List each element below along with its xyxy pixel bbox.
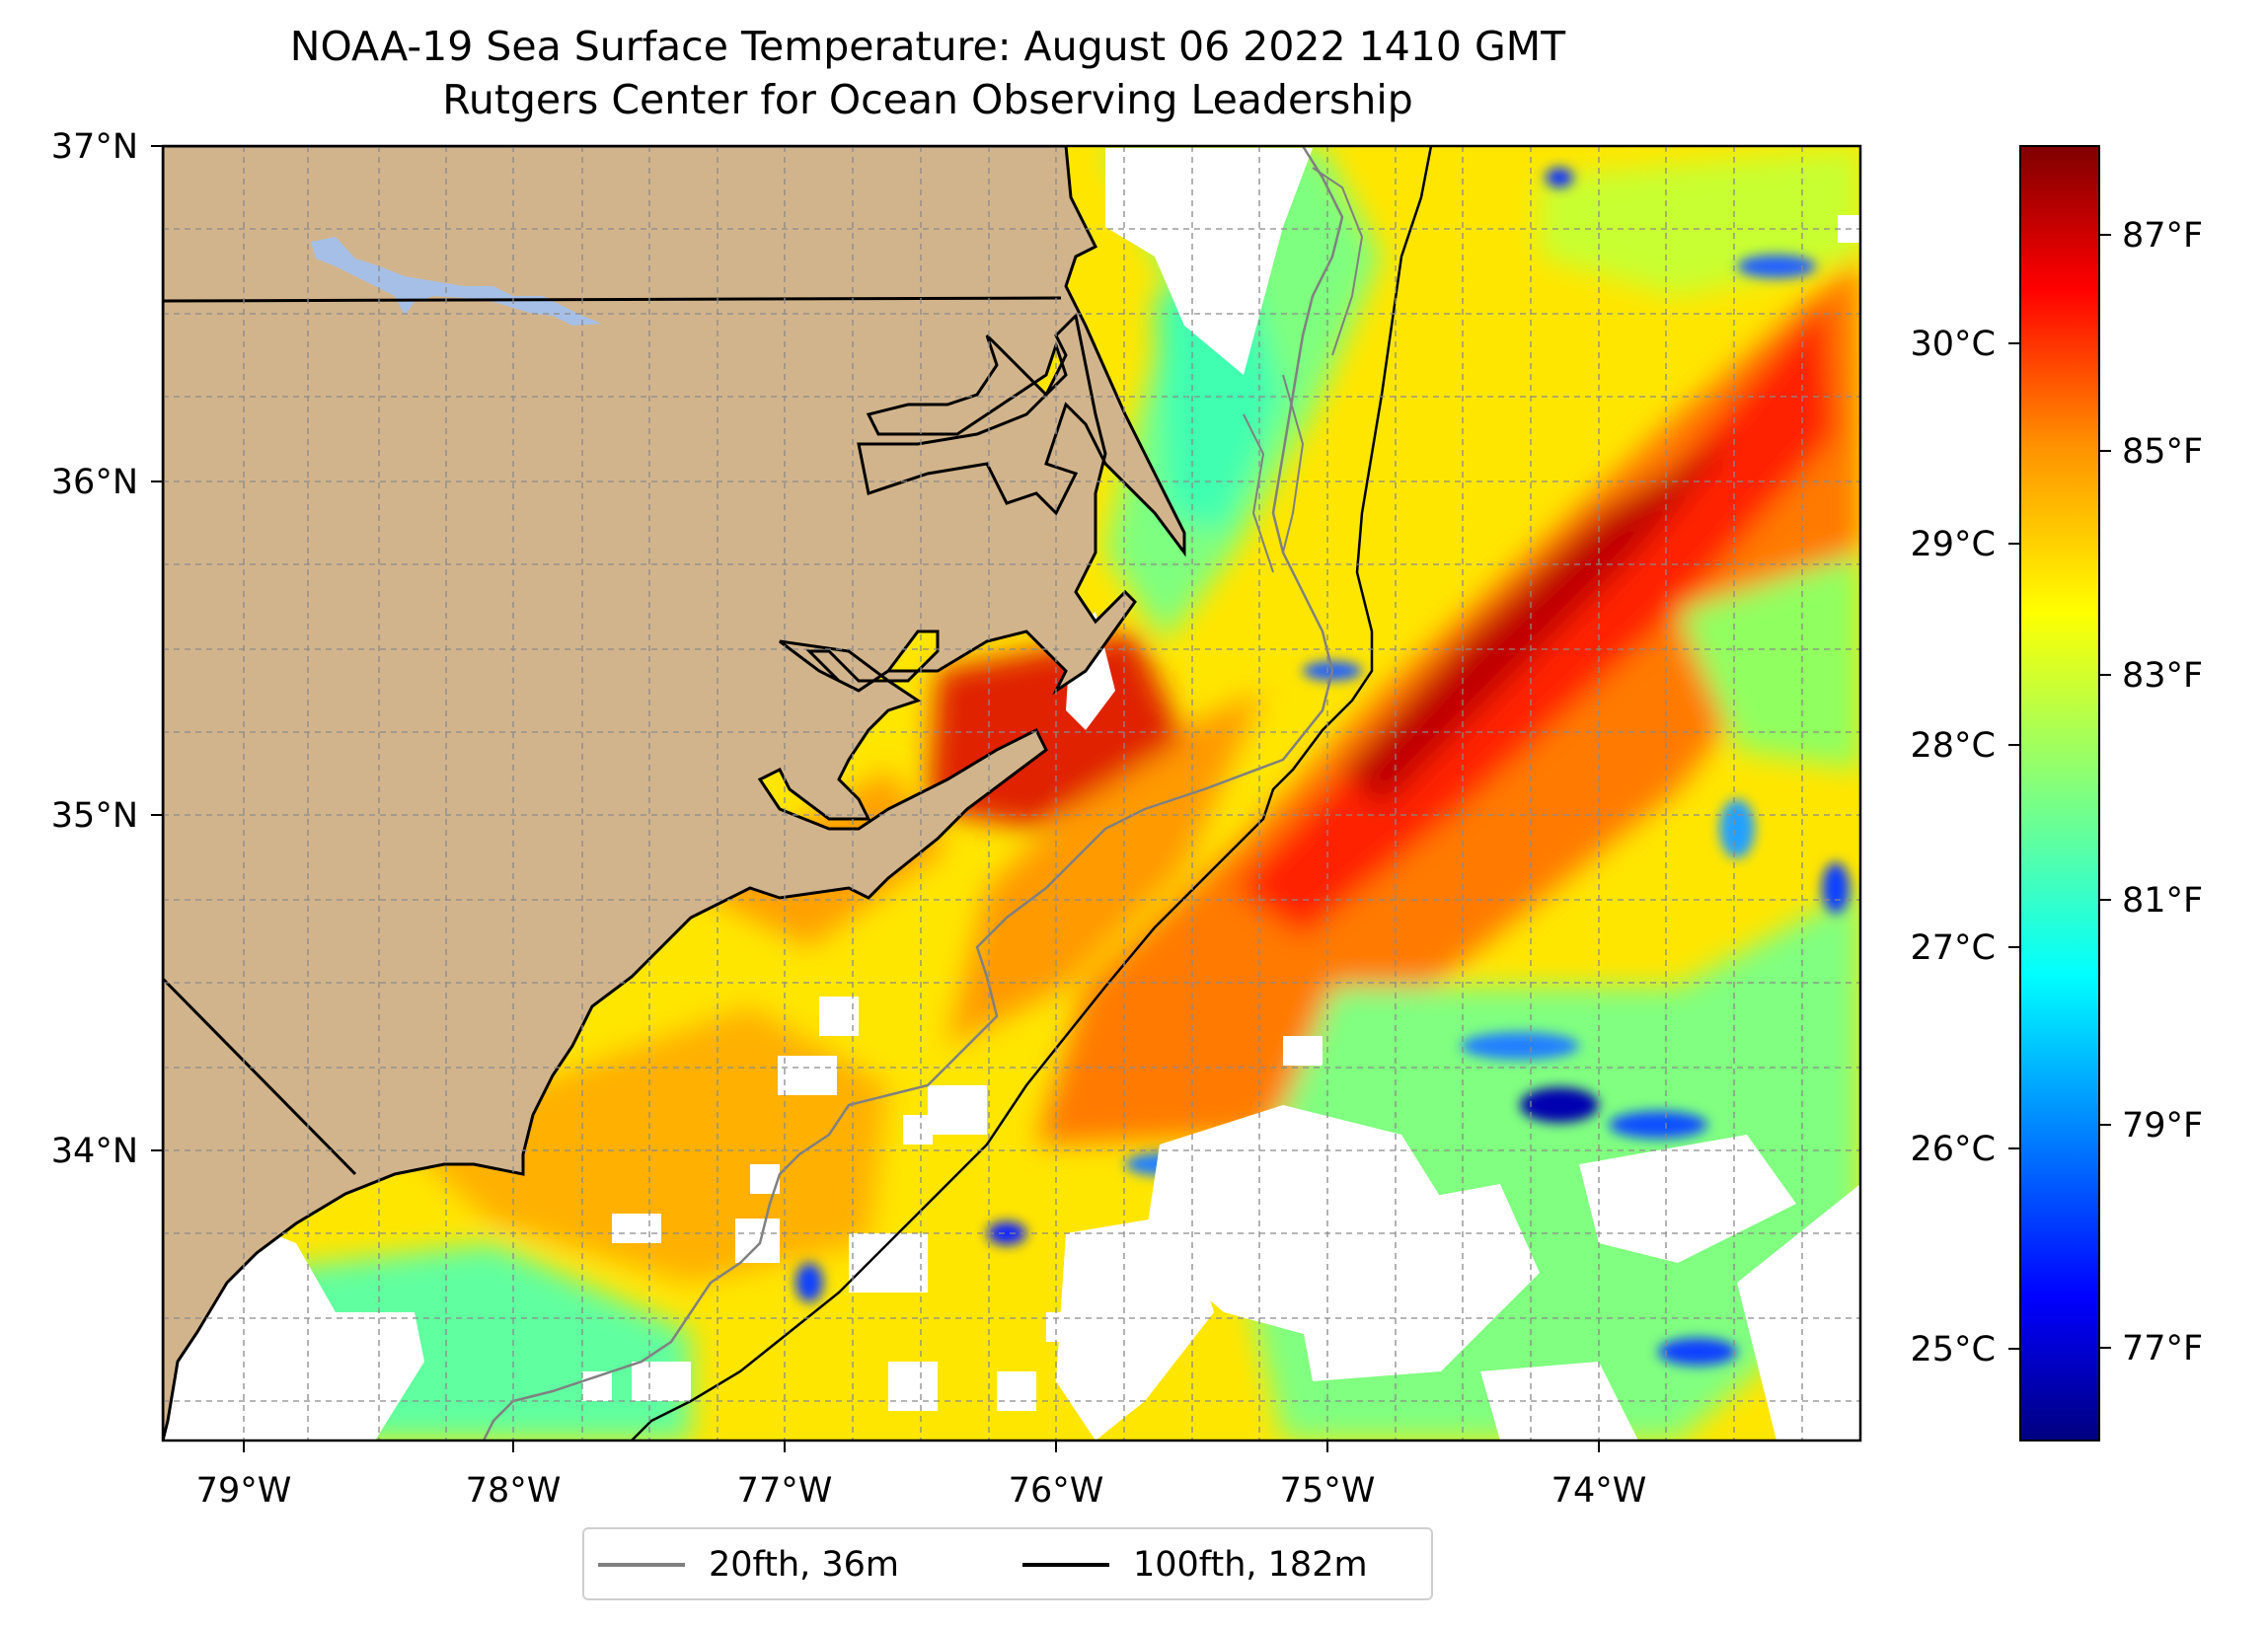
colorbar-celsius-label: 28°C (1911, 726, 1996, 766)
lon-tick-label: 77°W (737, 1471, 833, 1511)
state-border-nc-sc (163, 977, 357, 1176)
colorbar-fahrenheit-label: 87°F (2122, 216, 2203, 256)
map-title: NOAA-19 Sea Surface Temperature: August … (289, 23, 1566, 70)
colorbar-fahrenheit-label: 83°F (2122, 656, 2203, 696)
colorbar-celsius-label: 27°C (1911, 928, 1996, 968)
lon-tick-label: 79°W (196, 1471, 292, 1511)
axis-ticks (151, 145, 1600, 1452)
legend-item-20fth: 20fth, 36m (598, 1545, 899, 1585)
colorbar-celsius-label: 26°C (1911, 1130, 1996, 1169)
gridlines (163, 146, 1860, 1441)
lake (311, 237, 602, 326)
colorbar-celsius-label: 29°C (1911, 525, 1996, 564)
colorbar-fahrenheit-label: 85°F (2122, 432, 2203, 472)
colorbar-fahrenheit-label: 77°F (2122, 1329, 2203, 1368)
map-area (163, 146, 1860, 1441)
legend-swatch-black (1022, 1563, 1109, 1567)
colorbar-ticks (2008, 234, 2111, 1350)
missing-data-patches (163, 148, 1860, 1441)
colorbar (2019, 145, 2100, 1441)
colorbar-celsius-label: 30°C (1911, 325, 1996, 364)
map-frame (161, 144, 1862, 1442)
lat-tick-label: 36°N (51, 463, 138, 502)
isobath-20fth-shoals (1243, 167, 1364, 573)
isobath-100fth (631, 146, 1433, 1441)
lon-tick-label: 75°W (1280, 1471, 1376, 1511)
state-border-va-nc (163, 296, 1062, 303)
legend-label: 20fth, 36m (709, 1545, 900, 1585)
colorbar-fahrenheit-label: 79°F (2122, 1106, 2203, 1146)
lat-tick-label: 34°N (51, 1132, 138, 1171)
isobath-20fth (482, 146, 1344, 1441)
legend-swatch-gray (598, 1563, 685, 1567)
legend-label: 100fth, 182m (1133, 1545, 1368, 1585)
lon-tick-label: 76°W (1009, 1471, 1104, 1511)
lon-tick-label: 74°W (1551, 1471, 1647, 1511)
colorbar-celsius-label: 25°C (1911, 1330, 1996, 1369)
lat-tick-label: 37°N (51, 127, 138, 167)
legend: 20fth, 36m 100fth, 182m (582, 1527, 1433, 1600)
colorbar-fahrenheit-label: 81°F (2122, 881, 2203, 921)
legend-item-100fth: 100fth, 182m (1022, 1545, 1368, 1585)
lat-tick-label: 35°N (51, 796, 138, 836)
map-subtitle: Rutgers Center for Ocean Observing Leade… (442, 76, 1413, 123)
land-mass (163, 146, 1186, 1441)
lon-tick-label: 78°W (466, 1471, 562, 1511)
